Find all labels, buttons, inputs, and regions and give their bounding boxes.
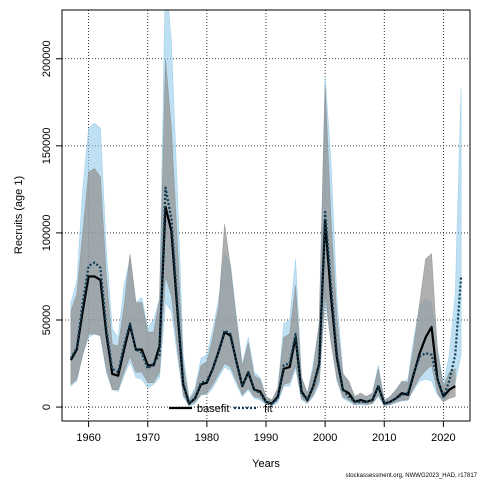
x-tick-label: 1980 <box>195 432 219 444</box>
y-axis: 0 50000 100000 150000 200000 <box>41 40 62 410</box>
y-tick-label: 0 <box>41 404 53 410</box>
legend: basefit fit <box>169 403 273 415</box>
basefit-line <box>69 205 456 405</box>
x-axis: 1960 1970 1980 1990 2000 2010 2020 <box>76 421 456 444</box>
x-tick-label: 2020 <box>431 432 455 444</box>
y-tick-label: 100000 <box>41 215 53 252</box>
confidence-bands <box>70 10 462 407</box>
y-tick-label: 200000 <box>41 40 53 77</box>
x-tick-label: 1970 <box>135 432 159 444</box>
y-tick-label: 50000 <box>41 305 53 336</box>
footer-credit: stockassessment.org, NWWG2023_HAD, r1781… <box>346 473 478 479</box>
x-tick-label: 1990 <box>254 432 278 444</box>
x-tick-label: 2010 <box>372 432 396 444</box>
legend-basefit-label: basefit <box>197 403 229 415</box>
basefit-confidence-band <box>70 58 456 406</box>
legend-fit-label: fit <box>264 403 273 415</box>
x-tick-label: 1960 <box>76 432 100 444</box>
x-tick-label: 2000 <box>313 432 337 444</box>
x-axis-title: Years <box>252 458 280 470</box>
series-lines <box>69 186 463 405</box>
y-tick-label: 150000 <box>41 127 53 164</box>
fit-line <box>69 186 463 405</box>
y-axis-title: Recruits (age 1) <box>13 176 25 254</box>
